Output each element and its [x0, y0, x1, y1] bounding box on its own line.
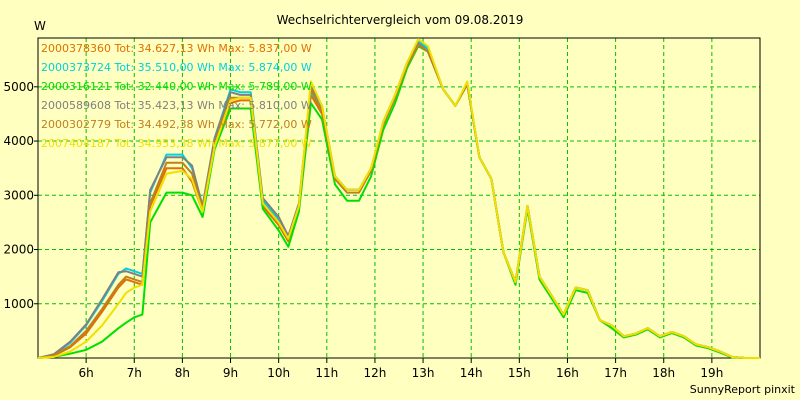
- y-tick-label: 3000: [3, 188, 34, 202]
- legend-entry-2000373724: 2000373724 Tot: 35.510,00 Wh Max: 5.874,…: [41, 61, 312, 74]
- x-tick-label: 8h: [175, 366, 190, 380]
- legend-entry-2000302779: 2000302779 Tot: 34.492,38 Wh Max: 5.772,…: [41, 118, 312, 131]
- x-tick-label: 15h: [508, 366, 531, 380]
- chart-title: Wechselrichtervergleich vom 09.08.2019: [277, 13, 524, 27]
- x-tick-label: 18h: [652, 366, 675, 380]
- footer-credit: SunnyReport pinxit: [690, 383, 796, 396]
- plot-frame: [37, 37, 761, 359]
- y-tick-label: 4000: [3, 134, 34, 148]
- y-tick-label: 5000: [3, 80, 34, 94]
- x-tick-label: 12h: [363, 366, 386, 380]
- x-tick-label: 10h: [267, 366, 290, 380]
- legend: 2000378360 Tot: 34.627,13 Wh Max: 5.837,…: [41, 42, 312, 150]
- legend-entry-2000378360: 2000378360 Tot: 34.627,13 Wh Max: 5.837,…: [41, 42, 312, 55]
- x-tick-label: 9h: [223, 366, 238, 380]
- legend-entry-2007404187: 2007404187 Tot: 34.953,38 Wh Max: 5.877,…: [41, 137, 312, 150]
- x-tick-label: 16h: [556, 366, 579, 380]
- y-tick-label: 1000: [3, 297, 34, 311]
- series-line-2007404187: [37, 38, 760, 359]
- x-tick-label: 11h: [315, 366, 338, 380]
- x-tick-label: 13h: [412, 366, 435, 380]
- legend-entry-2000589608: 2000589608 Tot: 35.423,13 Wh Max: 5.810,…: [41, 99, 312, 112]
- x-tick-label: 19h: [700, 366, 723, 380]
- grid-layer: [38, 38, 760, 358]
- x-tick-label: 17h: [604, 366, 627, 380]
- x-tick-label: 6h: [79, 366, 94, 380]
- y-tick-label: 2000: [3, 243, 34, 257]
- axis-layer: 6h 7h 8h 9h 10h 11h 12h 13h 14h 15h 16h 17h 18h 19h 10…: [3, 37, 761, 380]
- legend-entry-2000316121: 2000316121 Tot: 32.440,00 Wh Max: 5.789,…: [41, 80, 312, 93]
- series-line-2000316121: [37, 45, 760, 359]
- y-axis-label: W: [34, 19, 46, 33]
- x-tick-label: 7h: [127, 366, 142, 380]
- x-tick-label: 14h: [460, 366, 483, 380]
- series-layer: [37, 38, 760, 359]
